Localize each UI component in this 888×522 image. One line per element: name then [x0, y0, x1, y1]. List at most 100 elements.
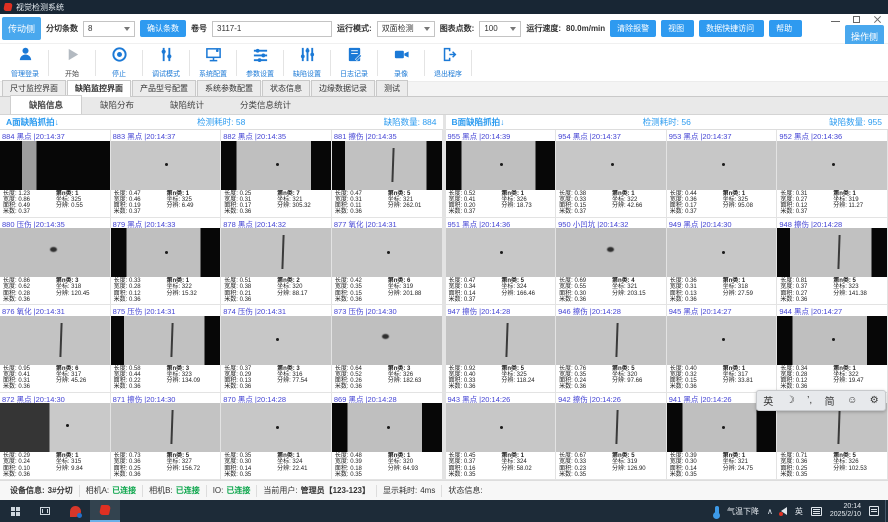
tool-monitor-button[interactable]: 系统配置 — [190, 46, 236, 80]
defect-thumbnail[interactable] — [666, 140, 777, 190]
defect-cell[interactable]: 881 擦伤 |20:14:35 长度: 0.47 宽度: 0.31 面积: 0.11… — [331, 130, 443, 218]
defect-cell[interactable]: 883 黑点 |20:14:37 长度: 0.47 宽度: 0.46 面积: 0.19… — [110, 130, 222, 218]
ime-logo-icon[interactable]: ☽ — [785, 395, 795, 406]
defect-cell[interactable]: 878 黑点 |20:14:32 长度: 0.51 宽度: 0.38 面积: 0.21… — [221, 217, 332, 305]
ime-emoji-icon[interactable]: ☺ — [847, 395, 858, 406]
weather-text[interactable]: 气温下降 — [726, 506, 759, 516]
defect-thumbnail[interactable] — [331, 228, 442, 278]
subtab-4[interactable]: 分类信息统计 — [240, 100, 292, 110]
defect-cell[interactable]: 876 氧化 |20:14:31 长度: 0.95 宽度: 0.41 面积: 0.31… — [0, 305, 111, 393]
defect-cell[interactable]: 874 压伤 |20:14:31 长度: 0.37 宽度: 0.29 面积: 0.13… — [221, 305, 332, 393]
defect-cell[interactable]: 879 黑点 |20:14:33 长度: 0.33 宽度: 0.28 面积: 0.12… — [110, 217, 222, 305]
defect-cell[interactable]: 869 黑点 |20:14:28 长度: 0.48 宽度: 0.39 面积: 0.18… — [331, 392, 443, 480]
defect-cell[interactable]: 952 黑点 |20:14:36 长度: 0.31 宽度: 0.27 面积: 0.12… — [777, 130, 888, 218]
defect-thumbnail[interactable] — [110, 140, 221, 190]
defect-cell[interactable]: 955 黑点 |20:14:39 长度: 0.52 宽度: 0.41 面积: 0.20… — [445, 130, 557, 218]
defect-cell[interactable]: 884 黑点 |20:14:37 长度: 1.23 宽度: 0.86 面积: 0.49… — [0, 130, 111, 218]
defect-cell[interactable]: 870 黑点 |20:14:28 长度: 0.35 宽度: 0.30 面积: 0.14… — [221, 392, 332, 480]
defect-thumbnail[interactable] — [331, 315, 442, 365]
defect-thumbnail[interactable] — [0, 403, 110, 453]
tool-user-button[interactable]: 管理登录 — [2, 46, 48, 80]
tool-sliders-h-button[interactable]: 参数设置 — [237, 46, 283, 80]
defect-thumbnail[interactable] — [331, 140, 442, 190]
defect-thumbnail[interactable] — [556, 403, 666, 453]
tool-sliders-v-button[interactable]: 调试模式 — [143, 46, 189, 80]
defect-thumbnail[interactable] — [666, 403, 777, 453]
defect-thumbnail[interactable] — [445, 315, 556, 365]
defect-thumbnail[interactable] — [331, 403, 442, 453]
notification-center-icon[interactable] — [869, 506, 879, 516]
defect-cell[interactable]: 954 黑点 |20:14:37 长度: 0.38 宽度: 0.33 面积: 0.15… — [556, 130, 667, 218]
tab-2[interactable]: 缺陷监控界面 — [67, 80, 131, 97]
defect-thumbnail[interactable] — [777, 228, 887, 278]
ime-lang-toggle[interactable]: 英 — [763, 397, 774, 408]
defect-thumbnail[interactable] — [556, 140, 666, 190]
defect-thumbnail[interactable] — [221, 315, 331, 365]
defect-cell[interactable]: 880 压伤 |20:14:35 长度: 0.86 宽度: 0.62 面积: 0.28… — [0, 217, 111, 305]
defect-thumbnail[interactable] — [445, 403, 556, 453]
volume-icon[interactable] — [778, 507, 787, 516]
defect-cell[interactable]: 882 黑点 |20:14:35 长度: 0.25 宽度: 0.31 面积: 0.17… — [221, 130, 332, 218]
tab-6[interactable]: 边缘数据记录 — [311, 80, 375, 96]
tab-7[interactable]: 测试 — [376, 80, 408, 96]
defect-cell[interactable]: 942 擦伤 |20:14:26 长度: 0.67 宽度: 0.33 面积: 0.23… — [556, 392, 667, 480]
tab-4[interactable]: 系统参数配置 — [197, 80, 261, 96]
defect-cell[interactable]: 945 黑点 |20:14:27 长度: 0.40 宽度: 0.32 面积: 0.15… — [666, 305, 778, 393]
subtab-1[interactable]: 缺陷信息 — [10, 95, 83, 114]
defect-cell[interactable]: 877 氧化 |20:14:31 长度: 0.42 宽度: 0.35 面积: 0.15… — [331, 217, 443, 305]
confirm-count-button[interactable]: 确认条数 — [140, 20, 187, 37]
taskbar-clock[interactable]: 20:14 2025/2/10 — [830, 503, 861, 519]
help-menu-button[interactable]: 帮助 — [769, 20, 803, 37]
defect-cell[interactable]: 871 擦伤 |20:14:30 长度: 0.73 宽度: 0.36 面积: 0.25… — [110, 392, 222, 480]
ime-toolbar[interactable]: 英 ☽ ’, 简 ☺ ⚙ — [756, 390, 886, 411]
ime-punctuation-toggle[interactable]: ’, — [807, 395, 813, 406]
language-indicator[interactable]: 英 — [794, 506, 803, 516]
defect-thumbnail[interactable] — [110, 315, 221, 365]
defect-thumbnail[interactable] — [445, 228, 556, 278]
defect-cell[interactable]: 947 擦伤 |20:14:28 长度: 0.92 宽度: 0.40 面积: 0.33… — [445, 305, 557, 393]
operator-side-button[interactable]: 操作侧 — [844, 25, 884, 48]
defect-thumbnail[interactable] — [0, 228, 110, 278]
defect-thumbnail[interactable] — [666, 315, 777, 365]
defect-thumbnail[interactable] — [777, 140, 887, 190]
subtab-2[interactable]: 缺陷分布 — [100, 100, 135, 110]
ime-settings-icon[interactable]: ⚙ — [869, 395, 879, 406]
defect-thumbnail[interactable] — [445, 140, 556, 190]
defect-thumbnail[interactable] — [777, 403, 887, 453]
pinned-app-button[interactable] — [60, 500, 90, 522]
defect-cell[interactable]: 946 擦伤 |20:14:28 长度: 0.76 宽度: 0.35 面积: 0.24… — [556, 305, 667, 393]
show-desktop-button[interactable] — [885, 500, 888, 522]
defect-cell[interactable]: 951 黑点 |20:14:36 长度: 0.47 宽度: 0.34 面积: 0.14… — [445, 217, 557, 305]
maximize-icon[interactable] — [852, 15, 861, 24]
defect-thumbnail[interactable] — [0, 140, 110, 190]
chart-points-select[interactable]: 100 — [479, 20, 522, 37]
defect-thumbnail[interactable] — [221, 403, 331, 453]
data-quick-access-button[interactable]: 数据快捷访问 — [699, 20, 765, 37]
defect-cell[interactable]: 944 黑点 |20:14:27 长度: 0.34 宽度: 0.28 面积: 0.12… — [777, 305, 888, 393]
tool-log-button[interactable]: 日志记录 — [331, 46, 377, 80]
roll-number-input[interactable] — [212, 20, 333, 37]
tray-expand-icon[interactable]: ∧ — [766, 506, 773, 516]
tool-camera-button[interactable]: 录像 — [378, 46, 424, 80]
close-icon[interactable] — [873, 15, 882, 24]
tab-5[interactable]: 状态信息 — [262, 80, 310, 96]
tool-exit-button[interactable]: 退出程序 — [425, 46, 471, 80]
defect-cell[interactable]: 950 小凹坑 |20:14:32 长度: 0.69 宽度: 0.55 面积: 0.3… — [556, 217, 667, 305]
start-button[interactable] — [0, 500, 30, 522]
defect-cell[interactable]: 872 黑点 |20:14:30 长度: 0.29 宽度: 0.24 面积: 0.10… — [0, 392, 111, 480]
tool-sliders-v2-button[interactable]: 缺陷设置 — [284, 46, 330, 80]
defect-cell[interactable]: 873 压伤 |20:14:30 长度: 0.64 宽度: 0.52 面积: 0.26… — [331, 305, 443, 393]
defect-cell[interactable]: 953 黑点 |20:14:37 长度: 0.44 宽度: 0.36 面积: 0.17… — [666, 130, 778, 218]
defect-thumbnail[interactable] — [110, 228, 221, 278]
ime-simplified-toggle[interactable]: 简 — [824, 397, 835, 408]
defect-cell[interactable]: 943 黑点 |20:14:26 长度: 0.45 宽度: 0.37 面积: 0.16… — [445, 392, 557, 480]
subtab-3[interactable]: 缺陷统计 — [170, 100, 205, 110]
defect-thumbnail[interactable] — [556, 315, 666, 365]
keyboard-icon[interactable] — [810, 506, 822, 516]
tab-1[interactable]: 尺寸监控界面 — [2, 80, 66, 96]
view-menu-button[interactable]: 视图 — [661, 20, 695, 37]
minimize-icon[interactable] — [831, 15, 840, 24]
task-view-button[interactable] — [30, 500, 60, 522]
tool-play-button[interactable]: 开始 — [49, 46, 95, 80]
drive-side-button[interactable]: 传动侧 — [2, 17, 42, 40]
